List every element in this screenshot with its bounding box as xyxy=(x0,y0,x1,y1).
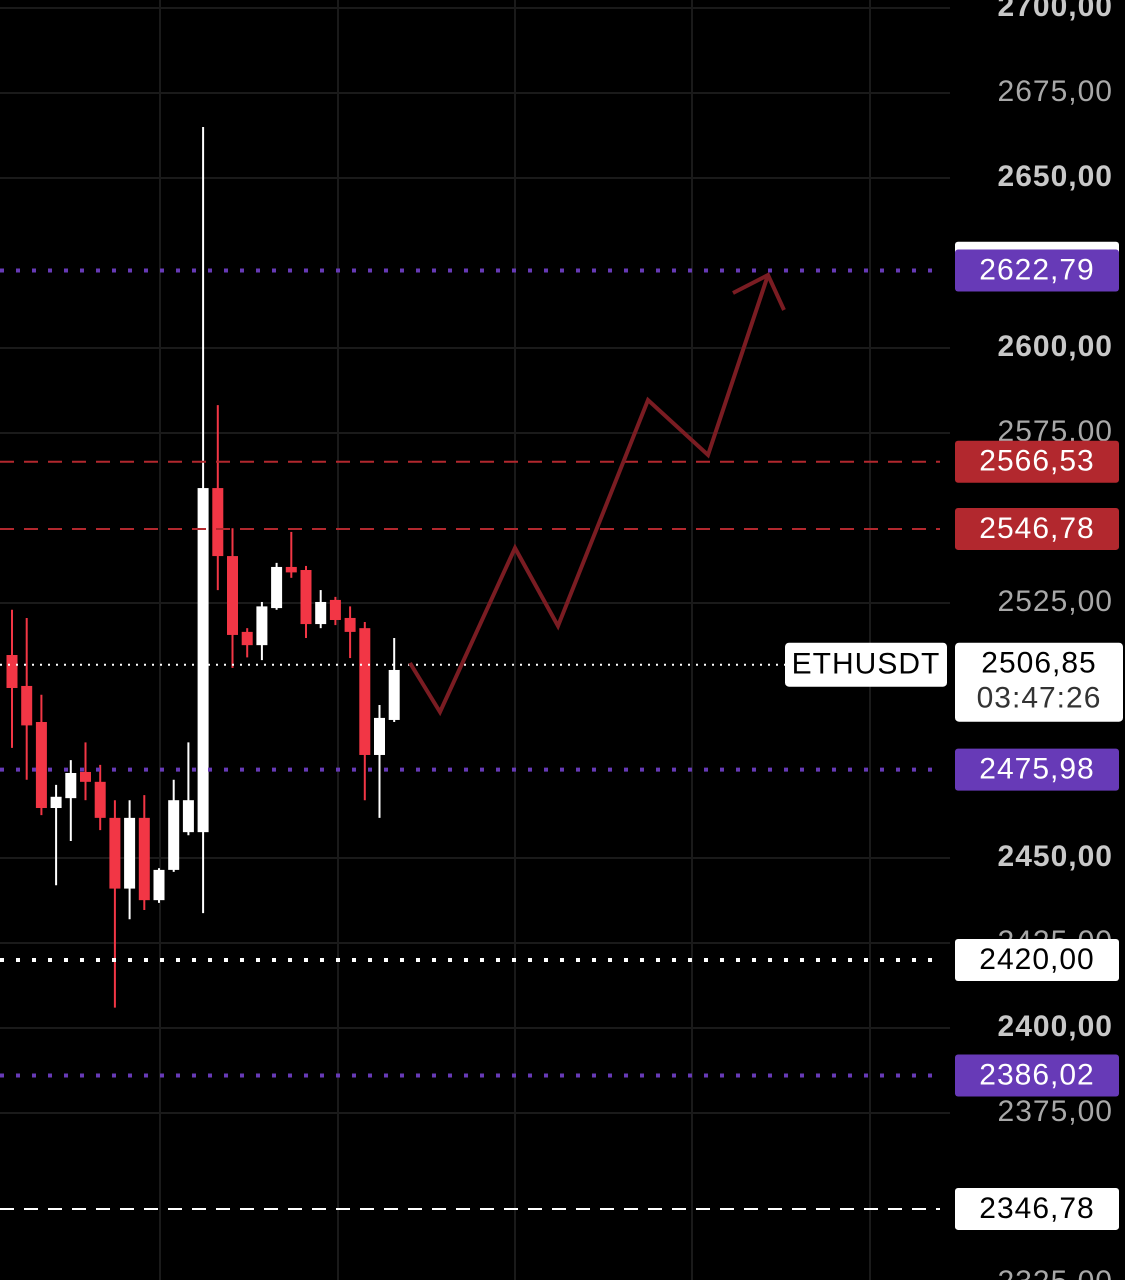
candle-body xyxy=(241,631,253,646)
candle-body xyxy=(35,721,47,809)
price-label-box xyxy=(955,507,1119,550)
candle-body xyxy=(168,800,180,870)
y-tick-label: 2650,00 xyxy=(998,160,1113,193)
price-label-box xyxy=(955,249,1119,292)
arrow-head xyxy=(732,272,786,311)
candle-body xyxy=(315,601,327,625)
price-label: 2386,02 xyxy=(979,1058,1094,1091)
price-label: 2566,53 xyxy=(979,445,1094,478)
candle-body xyxy=(6,655,18,688)
candle-body xyxy=(227,556,238,635)
price-label-box xyxy=(955,748,1119,791)
candle-body xyxy=(153,869,165,901)
projection-path xyxy=(408,274,770,717)
current-price-box xyxy=(955,642,1123,722)
candle-body xyxy=(94,781,106,818)
candle-body xyxy=(21,685,33,726)
candle-body xyxy=(197,488,209,833)
candle-body xyxy=(50,796,62,809)
y-tick-label: 2400,00 xyxy=(998,1010,1113,1043)
y-tick-label: 2375,00 xyxy=(998,1095,1113,1128)
price-label: 2475,98 xyxy=(979,753,1094,786)
price-label-box xyxy=(955,1054,1119,1097)
candle-body xyxy=(138,817,150,901)
y-tick-label: 2325,00 xyxy=(998,1265,1113,1280)
current-price-label: 2506,85 xyxy=(981,647,1096,680)
symbol-label: ETHUSDT xyxy=(792,648,941,681)
candle-body xyxy=(300,570,312,625)
candle-body xyxy=(374,717,385,755)
price-label: 2420,00 xyxy=(979,943,1094,976)
candle-body xyxy=(124,817,136,889)
time-grid xyxy=(159,0,871,1280)
y-tick-label: 2700,00 xyxy=(998,0,1113,23)
candle-body xyxy=(359,628,371,755)
price-label-box xyxy=(955,440,1119,483)
projection-arrow xyxy=(408,272,786,717)
candle-body xyxy=(344,617,356,632)
price-label-box xyxy=(955,938,1119,981)
price-label-box xyxy=(955,1187,1119,1230)
y-tick-label: 2600,00 xyxy=(998,330,1113,363)
candle-body xyxy=(212,488,224,557)
candle-body xyxy=(109,817,121,889)
candle-body xyxy=(65,772,77,799)
candle-body xyxy=(256,606,268,646)
countdown-label: 03:47:26 xyxy=(977,682,1102,715)
price-label: 2622,79 xyxy=(979,253,1094,286)
y-tick-label: 2450,00 xyxy=(998,840,1113,873)
price-label: 2546,78 xyxy=(979,512,1094,545)
price-label: 2346,78 xyxy=(979,1192,1094,1225)
candle-body xyxy=(182,800,194,833)
candle-body xyxy=(329,599,341,620)
candle-body xyxy=(80,771,91,782)
y-tick-label: 2525,00 xyxy=(998,585,1113,618)
y-tick-label: 2675,00 xyxy=(998,75,1113,108)
symbol-box xyxy=(785,642,947,687)
candle-body xyxy=(271,566,283,609)
candle-body xyxy=(285,566,297,573)
candle-body xyxy=(388,669,400,720)
